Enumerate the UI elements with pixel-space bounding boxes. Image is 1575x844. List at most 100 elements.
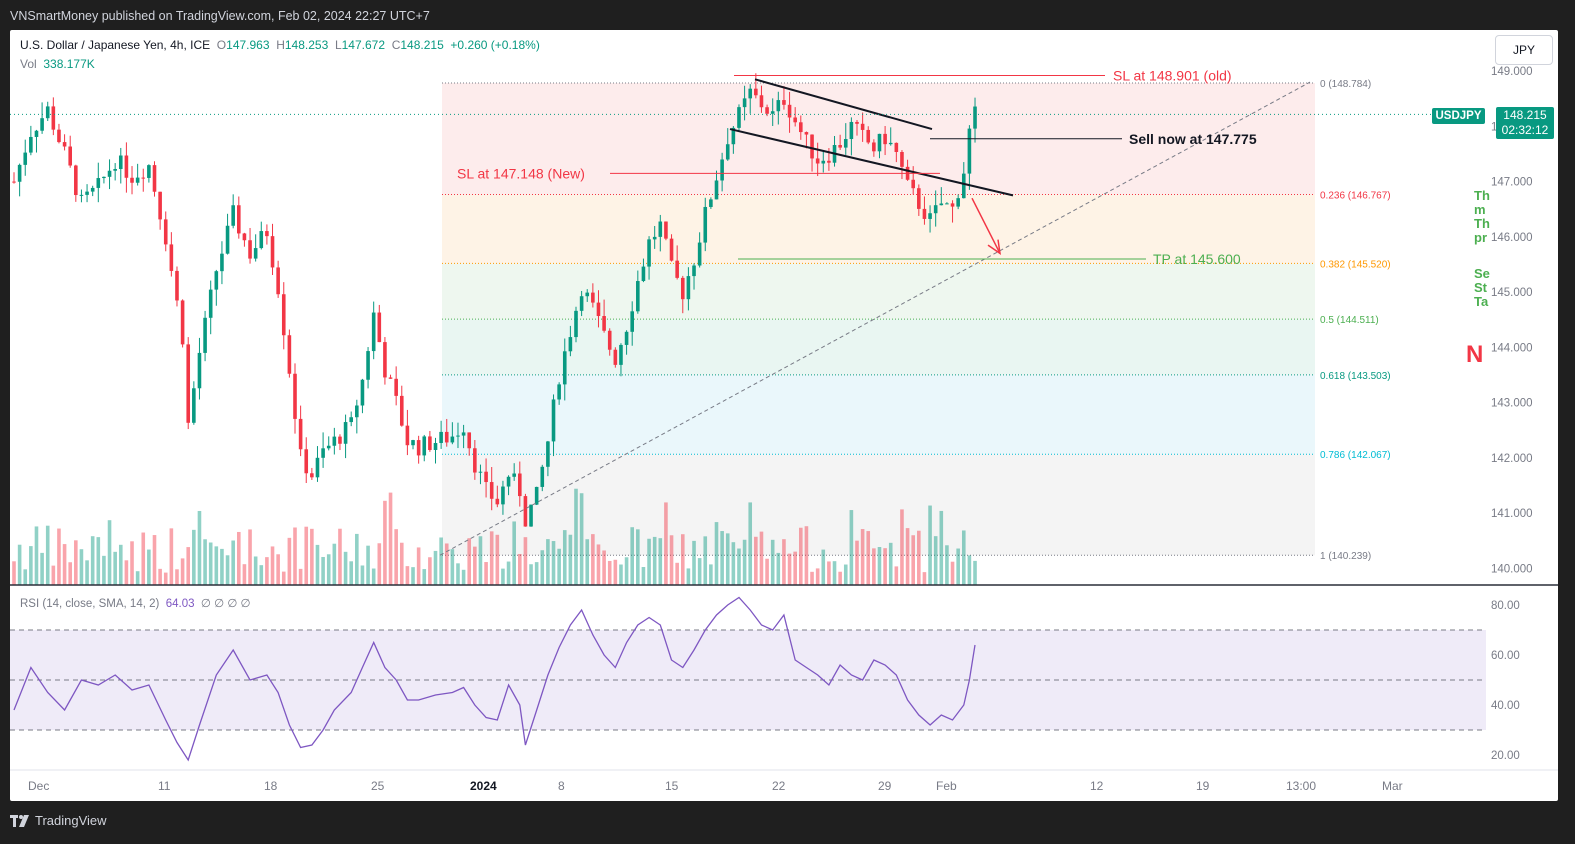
volume-bar	[799, 527, 803, 585]
y-tick-145.000: 145.000	[1491, 287, 1533, 299]
candle-body	[872, 142, 876, 152]
volume-bar	[34, 526, 39, 585]
candle-body	[405, 425, 410, 446]
candle-body	[152, 165, 157, 192]
channel-upper	[754, 78, 933, 131]
candle-body	[602, 316, 606, 331]
volume-bars	[12, 488, 977, 585]
candle-body	[85, 191, 89, 195]
chart-panel[interactable]: 0 (148.784) 0.236 (146.767) 0.382 (145.520…	[10, 30, 1558, 801]
bar-countdown: 02:32:12	[1501, 123, 1549, 137]
candle-body	[849, 121, 854, 140]
open-value: 147.963	[226, 38, 270, 52]
volume-bar	[540, 550, 545, 585]
candle-body	[630, 311, 634, 332]
volume-bar	[950, 561, 955, 585]
currency-button[interactable]: JPY	[1495, 35, 1553, 65]
volume-bar	[62, 544, 67, 585]
volume-bar	[321, 556, 325, 585]
x-tick-Dec: Dec	[28, 779, 49, 793]
candle-body	[647, 239, 651, 267]
volume-bar	[175, 569, 179, 585]
candle-body	[815, 158, 820, 164]
volume-bar	[444, 543, 449, 585]
fib-zone-0.236	[442, 194, 1315, 264]
sl-new-label: SL at 147.148 (New)	[457, 165, 585, 181]
volume-bar	[310, 528, 314, 585]
volume-bar	[68, 562, 72, 585]
candle-body	[742, 98, 747, 108]
candle-body	[304, 449, 309, 474]
volume-bar	[945, 545, 949, 585]
volume-bar	[203, 539, 207, 585]
publish-header: VNSmartMoney published on TradingView.co…	[10, 9, 430, 23]
candle-body	[79, 194, 84, 196]
volume-bar	[680, 534, 685, 585]
x-tick-29: 29	[878, 779, 892, 793]
volume-bar	[821, 549, 826, 585]
candle-body	[473, 448, 477, 473]
volume-bar	[630, 527, 634, 585]
chart-canvas[interactable]: 0 (148.784) 0.236 (146.767) 0.382 (145.520…	[10, 30, 1558, 801]
footer-brand[interactable]: TradingView	[10, 813, 107, 828]
candle-body	[731, 127, 736, 145]
rsi-tick-60.00: 60.00	[1491, 650, 1520, 662]
volume-bar	[647, 538, 651, 585]
annotations: SL at 148.901 (old) SL at 147.148 (New) Se…	[439, 67, 1490, 556]
candle-body	[265, 231, 269, 237]
volume-bar	[12, 561, 16, 585]
candle-body	[343, 422, 348, 444]
candle-body	[821, 160, 826, 164]
volume-bar	[298, 568, 303, 585]
volume-bar	[394, 529, 398, 585]
candle-body	[186, 344, 191, 423]
candle-body	[680, 277, 685, 300]
volume-bar	[231, 540, 235, 585]
volume-bar	[793, 551, 797, 585]
volume-bar	[619, 564, 623, 585]
volume-bar	[686, 568, 691, 585]
candle-body	[433, 443, 438, 450]
volume-bar	[877, 546, 882, 585]
fib-zone-0.382	[442, 263, 1315, 320]
volume-bar	[192, 529, 196, 585]
volume-bar	[692, 540, 696, 585]
candle-body	[225, 225, 230, 254]
candle-body	[692, 265, 696, 277]
candle-body	[293, 373, 297, 419]
volume-bar	[124, 560, 129, 585]
candle-body	[596, 302, 601, 317]
volume-bar	[591, 534, 595, 585]
volume-bar	[135, 571, 140, 585]
volume-bar	[371, 568, 376, 585]
candle-body	[894, 142, 899, 152]
volume-bar	[51, 565, 56, 585]
volume-bar	[754, 536, 758, 585]
volume-bar	[849, 510, 854, 585]
candle-body	[478, 471, 483, 473]
candle-body	[658, 221, 663, 237]
volume-bar	[366, 545, 370, 585]
volume-bar	[636, 529, 640, 585]
candle-body	[383, 342, 387, 378]
volume-bar	[551, 541, 556, 585]
candle-body	[135, 177, 140, 183]
candle-body	[428, 436, 432, 450]
candle-body	[933, 205, 938, 214]
volume-bar	[967, 555, 972, 585]
volume-bar	[782, 539, 786, 585]
candle-body	[866, 129, 871, 143]
candle-body	[118, 155, 123, 170]
volume-bar	[607, 560, 612, 585]
fib-label-0: 0 (148.784)	[1320, 79, 1371, 90]
candle-body	[29, 136, 33, 153]
volume-bar	[113, 551, 117, 585]
rsi-tick-80.00: 80.00	[1491, 600, 1520, 612]
candle-body	[124, 155, 129, 178]
volume-bar	[152, 535, 157, 585]
candle-body	[208, 289, 213, 318]
volume-bar	[456, 563, 460, 585]
candle-body	[74, 165, 78, 196]
candle-body	[883, 133, 887, 145]
candle-body	[737, 107, 741, 128]
